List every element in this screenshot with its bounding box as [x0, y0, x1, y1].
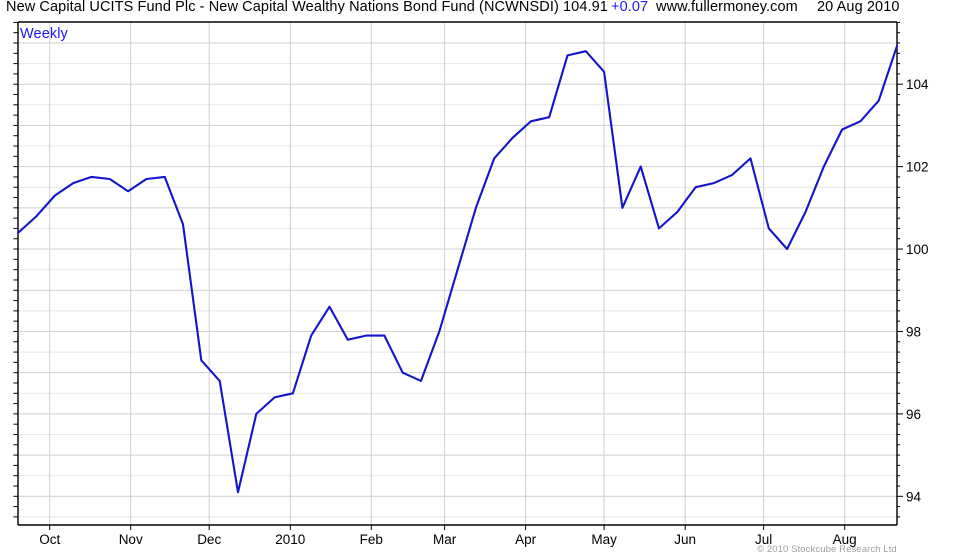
svg-text:94: 94 [906, 489, 922, 504]
svg-text:Aug: Aug [833, 532, 857, 547]
svg-text:Oct: Oct [39, 532, 60, 547]
svg-text:Feb: Feb [360, 532, 383, 547]
svg-text:102: 102 [906, 160, 929, 175]
svg-text:104: 104 [906, 77, 929, 92]
svg-text:Mar: Mar [433, 532, 457, 547]
svg-text:Nov: Nov [119, 532, 143, 547]
svg-text:Dec: Dec [197, 532, 221, 547]
svg-text:96: 96 [906, 407, 921, 422]
svg-text:2010: 2010 [275, 532, 305, 547]
svg-text:Jun: Jun [674, 532, 696, 547]
svg-text:100: 100 [906, 242, 929, 257]
svg-text:Apr: Apr [515, 532, 537, 547]
svg-text:98: 98 [906, 324, 921, 339]
svg-text:May: May [591, 532, 617, 547]
svg-text:Jul: Jul [755, 532, 772, 547]
